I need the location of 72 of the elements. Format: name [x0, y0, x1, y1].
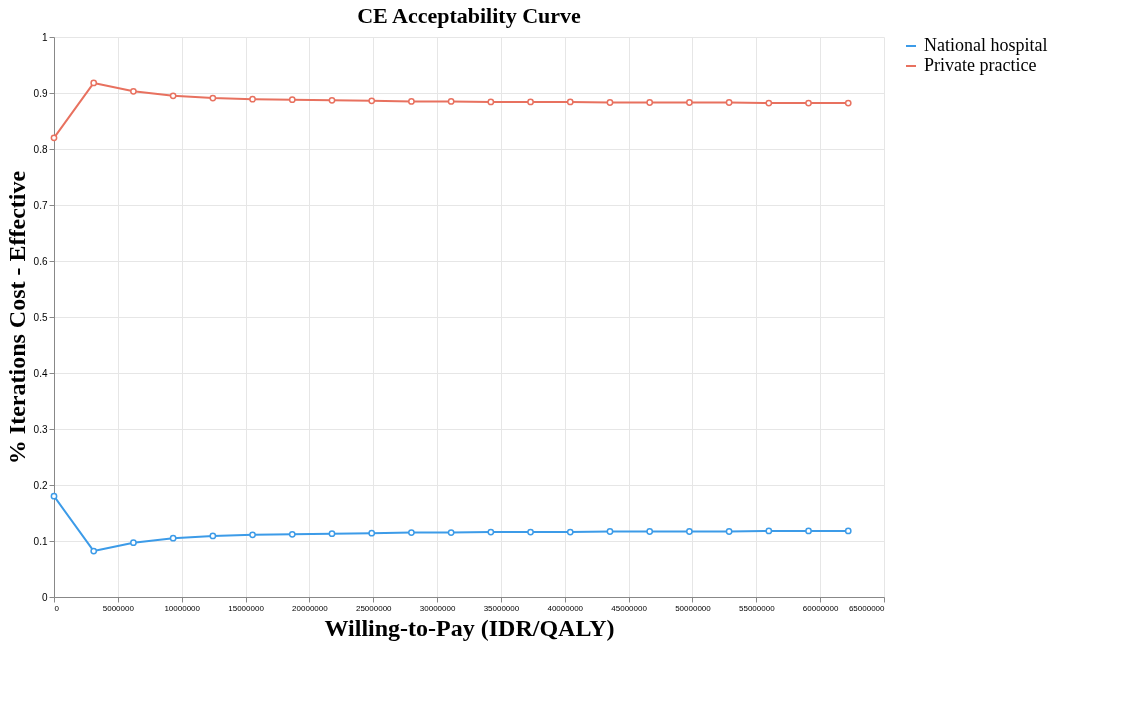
point: [566, 98, 574, 106]
point: [527, 98, 534, 106]
x-tick-label: 25000000: [355, 603, 393, 613]
x-tick-label: 35000000: [483, 603, 520, 613]
point: [805, 527, 812, 535]
point: [328, 96, 336, 104]
x-tick-label: 10000000: [164, 603, 201, 613]
point: [368, 97, 376, 105]
point: [408, 529, 415, 536]
point: [566, 528, 574, 536]
point: [209, 94, 217, 102]
point: [805, 99, 812, 107]
legend-label: National hospital: [924, 35, 1048, 55]
point: [686, 99, 693, 106]
point: [288, 96, 296, 104]
point: [50, 134, 58, 142]
x-tick-label: 15000000: [228, 603, 265, 613]
x-tick-label: 5000000: [102, 603, 135, 613]
point: [50, 492, 58, 500]
y-tick-label: 0.6: [33, 255, 48, 267]
y-tick-label: 0.4: [33, 367, 48, 379]
y-tick-label: 0.8: [33, 143, 48, 155]
point: [765, 99, 773, 107]
y-tick-label: 0.1: [33, 535, 48, 547]
point: [527, 528, 534, 536]
point: [130, 539, 137, 547]
point: [169, 92, 177, 100]
point: [447, 98, 455, 105]
x-tick-label: 60000000: [802, 603, 839, 613]
point: [169, 534, 177, 542]
point: [844, 99, 852, 107]
x-tick-label: 50000000: [675, 603, 712, 613]
x-tick-label: 55000000: [739, 603, 776, 613]
x-tick-label: 30000000: [419, 603, 456, 613]
chart-title: CE Acceptability Curve: [357, 3, 582, 28]
x-tick-label: 20000000: [292, 603, 329, 613]
x-axis-title: Willing-to-Pay (IDR/QALY): [324, 614, 615, 641]
legend-label: Private practice: [924, 55, 1037, 75]
point: [130, 87, 137, 95]
x-tick-label: 40000000: [547, 603, 584, 613]
x-tick-label: 45000000: [611, 603, 648, 613]
y-axis-title: % Iterations Cost - Effective: [3, 170, 30, 465]
point: [328, 530, 336, 538]
point: [249, 95, 256, 103]
point: [646, 99, 654, 106]
point: [765, 527, 773, 535]
point: [90, 79, 98, 87]
point: [408, 98, 415, 105]
point: [368, 529, 376, 537]
point: [288, 530, 296, 538]
point: [249, 531, 256, 539]
point: [487, 528, 495, 536]
point: [606, 528, 614, 535]
point: [487, 98, 495, 106]
y-tick-label: 0.5: [33, 311, 48, 323]
point: [209, 532, 217, 540]
y-tick-label: 0.3: [33, 423, 48, 435]
x-tick-label: 0: [54, 603, 60, 613]
point: [606, 99, 614, 106]
y-tick-label: 0.2: [33, 479, 48, 491]
y-tick-label: 0.9: [33, 87, 48, 99]
y-tick-label: 0: [41, 591, 48, 603]
point: [646, 528, 654, 535]
point: [90, 547, 98, 555]
x-tick-label: 65000000: [848, 603, 886, 613]
point: [844, 527, 852, 535]
y-tick-label: 1: [41, 31, 48, 43]
y-tick-label: 0.7: [33, 199, 48, 211]
point: [447, 529, 455, 536]
point: [725, 528, 733, 535]
point: [686, 528, 693, 535]
point: [725, 99, 733, 106]
